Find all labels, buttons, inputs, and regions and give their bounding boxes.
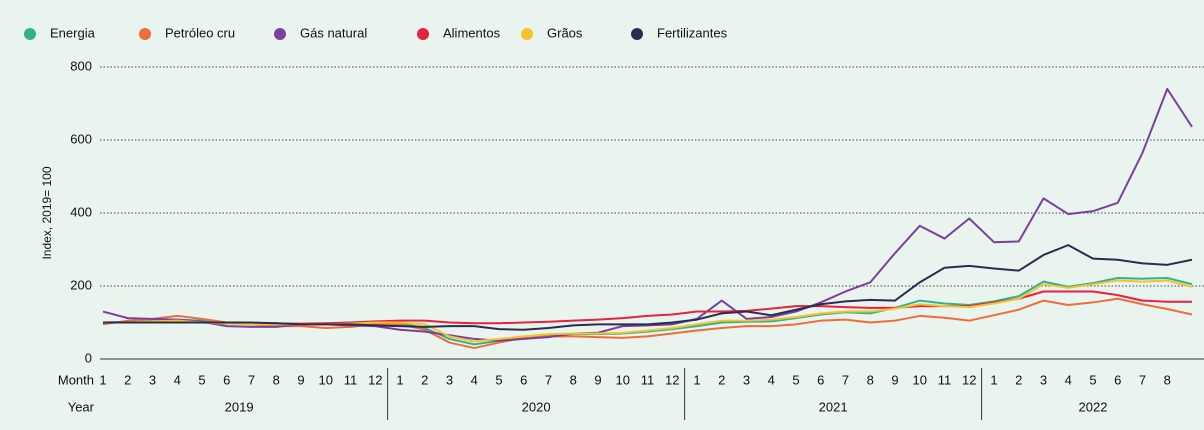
series-line	[102, 87, 1193, 342]
legend-marker	[24, 28, 36, 40]
legend-label: Energia	[50, 25, 96, 40]
x-tick-label: 10	[913, 372, 927, 387]
x-tick-label: 8	[1164, 372, 1171, 387]
x-tick-label: 11	[344, 372, 358, 387]
x-tick-label: 8	[273, 372, 280, 387]
legend-marker	[521, 28, 533, 40]
y-tick-label: 200	[70, 277, 92, 292]
legend-marker	[274, 28, 286, 40]
year-label: 2020	[522, 399, 551, 414]
x-tick-label: 5	[198, 372, 205, 387]
x-tick-label: 1	[990, 372, 997, 387]
x-tick-label: 6	[817, 372, 824, 387]
x-tick-label: 11	[641, 372, 655, 387]
legend-label: Gás natural	[300, 25, 367, 40]
month-row-label: Month	[58, 372, 94, 387]
legend-label: Grãos	[547, 25, 583, 40]
x-tick-label: 7	[248, 372, 255, 387]
x-tick-label: 10	[319, 372, 333, 387]
x-tick-label: 2	[1015, 372, 1022, 387]
legend-label: Fertilizantes	[657, 25, 728, 40]
legend-label: Alimentos	[443, 25, 501, 40]
x-tick-label: 10	[616, 372, 630, 387]
legend-marker	[139, 28, 151, 40]
y-tick-label: 400	[70, 204, 92, 219]
x-tick-label: 1	[693, 372, 700, 387]
x-tick-label: 6	[520, 372, 527, 387]
x-tick-label: 12	[368, 372, 382, 387]
y-tick-label: 0	[85, 350, 92, 365]
x-tick-label: 3	[149, 372, 156, 387]
x-tick-label: 12	[665, 372, 679, 387]
x-tick-label: 5	[792, 372, 799, 387]
x-tick-label: 5	[1089, 372, 1096, 387]
x-tick-label: 6	[1114, 372, 1121, 387]
x-tick-label: 4	[471, 372, 478, 387]
y-tick-label: 600	[70, 131, 92, 146]
x-tick-label: 8	[570, 372, 577, 387]
legend-marker	[417, 28, 429, 40]
x-tick-label: 3	[1040, 372, 1047, 387]
x-tick-label: 9	[297, 372, 304, 387]
x-tick-label: 4	[174, 372, 181, 387]
x-tick-label: 3	[743, 372, 750, 387]
legend-marker	[631, 28, 643, 40]
x-tick-label: 8	[867, 372, 874, 387]
year-row-label: Year	[68, 399, 95, 414]
x-tick-label: 1	[99, 372, 106, 387]
x-tick-label: 11	[938, 372, 952, 387]
x-tick-label: 5	[495, 372, 502, 387]
x-tick-label: 4	[1065, 372, 1072, 387]
year-label: 2019	[225, 399, 254, 414]
x-tick-label: 6	[223, 372, 230, 387]
x-tick-label: 12	[962, 372, 976, 387]
x-tick-label: 7	[842, 372, 849, 387]
y-axis-label: Index, 2019= 100	[40, 166, 54, 259]
x-tick-label: 3	[446, 372, 453, 387]
x-tick-label: 2	[718, 372, 725, 387]
x-tick-label: 2	[124, 372, 131, 387]
x-tick-label: 7	[1139, 372, 1146, 387]
x-tick-label: 4	[768, 372, 775, 387]
legend-label: Petróleo cru	[165, 25, 235, 40]
x-tick-label: 7	[545, 372, 552, 387]
x-tick-label: 9	[594, 372, 601, 387]
year-label: 2022	[1079, 399, 1108, 414]
x-tick-label: 2	[421, 372, 428, 387]
x-tick-label: 1	[396, 372, 403, 387]
y-tick-label: 800	[70, 58, 92, 73]
series-line	[103, 244, 1193, 331]
year-label: 2021	[819, 399, 848, 414]
x-tick-label: 9	[891, 372, 898, 387]
